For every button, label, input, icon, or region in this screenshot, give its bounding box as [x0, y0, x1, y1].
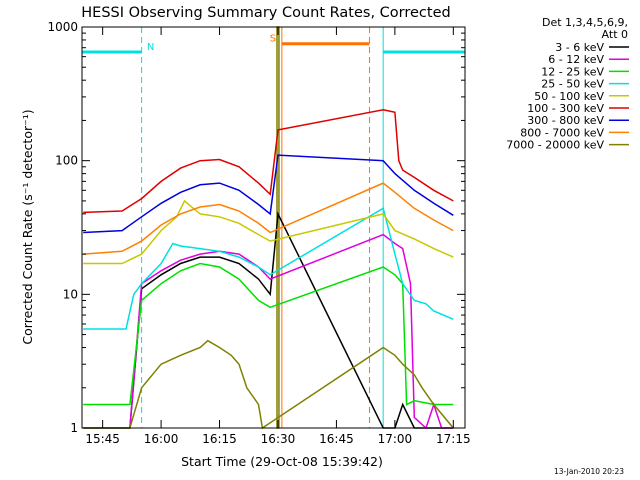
legend-header-line2: Att 0	[602, 28, 628, 41]
y-tick-label: 10	[63, 287, 78, 301]
series-line-7000-20000-kev	[83, 339, 454, 430]
legend-label-7000-20000-kev: 7000 - 20000 keV	[506, 139, 604, 152]
x-tick-label: 16:15	[202, 432, 237, 446]
legend-label-25-50-kev: 25 - 50 keV	[541, 78, 604, 91]
series-line-800-7000-kev	[83, 182, 454, 255]
x-tick-label: 15:45	[85, 432, 120, 446]
series-line-3-6-kev	[83, 211, 454, 429]
legend-label-100-300-kev: 100 - 300 keV	[527, 102, 604, 115]
legend-label-3-6-kev: 3 - 6 keV	[555, 41, 604, 54]
x-tick-label: 16:30	[261, 432, 296, 446]
flag-s-label: S	[270, 34, 276, 45]
x-tick-label: 17:00	[378, 432, 413, 446]
series-line-300-800-kev	[83, 154, 454, 234]
y-tick-label: 1000	[47, 20, 78, 34]
y-axis-label: Corrected Count Rate (s⁻¹ detector⁻¹)	[20, 109, 35, 344]
series-line-12-25-kev	[83, 262, 454, 406]
flag-n-label: N	[147, 42, 154, 53]
y-tick-label: 1	[70, 421, 78, 435]
legend-label-300-800-kev: 300 - 800 keV	[527, 114, 604, 127]
x-tick-label: 16:45	[319, 432, 354, 446]
x-axis-label: Start Time (29-Oct-08 15:39:42)	[181, 454, 383, 469]
plot-frame	[81, 26, 466, 429]
x-tick-label: 16:00	[144, 432, 179, 446]
footer-timestamp: 13-Jan-2010 20:23	[554, 467, 624, 476]
series-line-50-100-kev	[83, 199, 454, 265]
legend-header-line1: Det 1,3,4,5,6,9,	[542, 16, 628, 29]
legend-label-6-12-kev: 6 - 12 keV	[548, 53, 604, 66]
series-line-25-50-kev	[83, 207, 454, 330]
x-tick-label: 17:15	[436, 432, 471, 446]
y-tick-label: 100	[55, 154, 78, 168]
chart-title: HESSI Observing Summary Count Rates, Cor…	[81, 5, 450, 21]
series-line-100-300-kev	[83, 109, 454, 214]
legend-label-50-100-kev: 50 - 100 keV	[534, 90, 604, 103]
series-line-6-12-kev	[129, 233, 454, 430]
legend-label-800-7000-kev: 800 - 7000 keV	[520, 126, 604, 139]
legend-label-12-25-kev: 12 - 25 keV	[541, 65, 604, 78]
